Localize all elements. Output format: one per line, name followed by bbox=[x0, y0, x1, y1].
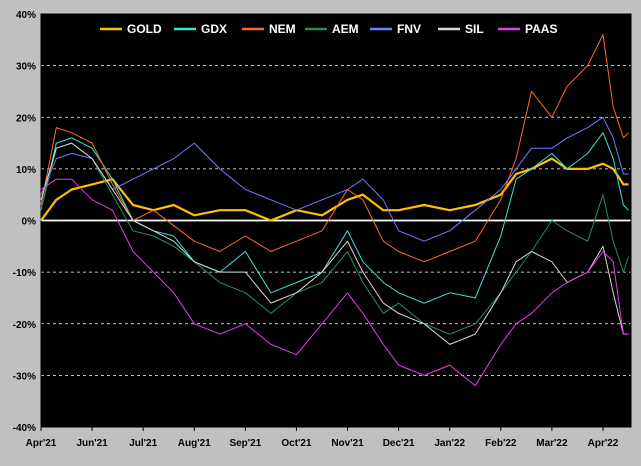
x-tick-label: Sep'21 bbox=[229, 438, 261, 449]
x-tick-label: Jun'21 bbox=[76, 438, 108, 449]
legend: GOLD GDX NEM AEM FNV SIL PAAS bbox=[100, 22, 557, 36]
legend-label-aem: AEM bbox=[332, 22, 359, 36]
legend-label-fnv: FNV bbox=[397, 22, 421, 36]
x-tick-label: Aug'21 bbox=[178, 438, 211, 449]
legend-label-nem: NEM bbox=[269, 22, 296, 36]
y-tick-label: -20% bbox=[13, 320, 36, 331]
legend-label-gdx: GDX bbox=[201, 22, 227, 36]
series-line-aem bbox=[40, 142, 629, 335]
legend-label-paas: PAAS bbox=[525, 22, 557, 36]
x-tick-label: Jul'21 bbox=[129, 438, 157, 449]
series-layer bbox=[40, 34, 629, 387]
x-tick-label: Apr'22 bbox=[588, 438, 619, 449]
legend-label-sil: SIL bbox=[465, 22, 484, 36]
y-tick-label: -10% bbox=[13, 268, 36, 279]
series-line-paas bbox=[40, 178, 629, 387]
x-tick-label: Jan'22 bbox=[434, 438, 465, 449]
y-tick-label: -30% bbox=[13, 371, 36, 382]
x-tick-label: Nov'21 bbox=[331, 438, 364, 449]
y-tick-label: 30% bbox=[16, 62, 36, 73]
x-tick-label: Feb'22 bbox=[485, 438, 517, 449]
y-tick-label: 40% bbox=[16, 10, 36, 21]
axis-layer: -40% -30% -20% -10% 0% 10% 20% 30% 40% Apr'21 Jun'… bbox=[13, 10, 632, 449]
x-tick-label: Apr'21 bbox=[26, 438, 57, 449]
x-tick-label: Mar'22 bbox=[536, 438, 568, 449]
grid-layer bbox=[41, 65, 631, 376]
legend-label-gold: GOLD bbox=[127, 22, 162, 36]
x-tick-label: Oct'21 bbox=[281, 438, 312, 449]
series-line-fnv bbox=[40, 116, 629, 242]
y-tick-label: 20% bbox=[16, 113, 36, 124]
y-tick-label: -40% bbox=[13, 423, 36, 434]
x-tick-label: Dec'21 bbox=[383, 438, 415, 449]
y-tick-label: 10% bbox=[16, 165, 36, 176]
y-tick-label: 0% bbox=[22, 217, 37, 228]
